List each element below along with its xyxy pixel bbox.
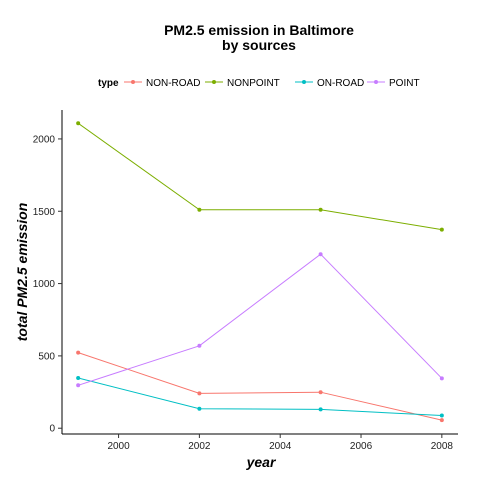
point-non-road <box>76 350 81 355</box>
y-tick-label: 0 <box>49 424 55 435</box>
x-tick-label: 2006 <box>350 441 373 452</box>
legend-title: type <box>98 78 119 89</box>
point-non-road <box>318 390 323 395</box>
plot-area: 2000 2002 2004 2006 2008 0 500 1000 1500 2000 <box>33 110 458 452</box>
legend: type NON-ROAD NONPOINT ON-ROAD POINT <box>98 78 420 89</box>
y-tick-label: 1500 <box>33 207 56 218</box>
series-line-nonpoint <box>77 122 442 231</box>
y-tick-label: 500 <box>38 351 55 362</box>
point-point <box>197 343 202 348</box>
point-nonpoint <box>76 121 81 126</box>
x-tick-label: 2008 <box>431 441 454 452</box>
legend-key-point-non-road <box>131 80 135 84</box>
point-point <box>76 383 81 388</box>
legend-key-point-nonpoint <box>212 80 216 84</box>
point-nonpoint <box>197 207 202 212</box>
x-axis-title: year <box>246 454 277 470</box>
point-on-road <box>197 406 202 411</box>
point-nonpoint <box>318 207 323 212</box>
point-non-road <box>439 418 444 423</box>
legend-label-nonpoint: NONPOINT <box>227 78 280 89</box>
x-tick-label: 2002 <box>188 441 211 452</box>
legend-key-point-point <box>374 80 378 84</box>
chart-title-line2: by sources <box>222 37 296 53</box>
legend-label-non-road: NON-ROAD <box>146 78 200 89</box>
point-on-road <box>76 376 81 381</box>
series-line-point <box>78 253 443 386</box>
point-point <box>318 252 323 257</box>
x-tick-label: 2004 <box>269 441 292 452</box>
point-non-road <box>197 391 202 396</box>
series-line-on-road <box>78 377 442 416</box>
legend-key-point-on-road <box>302 80 306 84</box>
y-axis-title: total PM2.5 emission <box>14 203 30 341</box>
chart-title-line1: PM2.5 emission in Baltimore <box>164 22 354 38</box>
y-tick-label: 1000 <box>33 279 56 290</box>
legend-label-point: POINT <box>389 78 420 89</box>
point-on-road <box>439 413 444 418</box>
point-on-road <box>318 407 323 412</box>
series-line-non-road <box>78 352 442 421</box>
x-tick-label: 2000 <box>107 441 130 452</box>
point-nonpoint <box>439 227 444 232</box>
y-tick-label: 2000 <box>33 134 56 145</box>
legend-label-on-road: ON-ROAD <box>317 78 364 89</box>
point-point <box>439 376 444 381</box>
